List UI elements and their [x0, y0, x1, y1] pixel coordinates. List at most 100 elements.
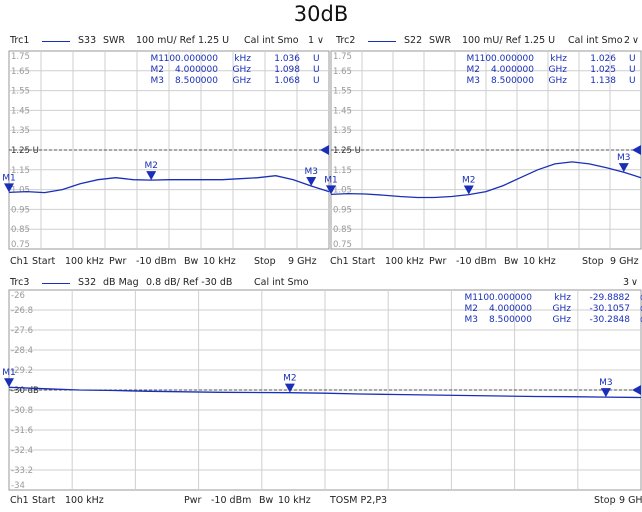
marker-readout-cell: dB — [640, 293, 642, 303]
marker-readout-cell: M2 — [465, 304, 479, 314]
marker-readout-cell: 8.500000 — [175, 76, 218, 86]
bw-label: Bw — [504, 256, 519, 267]
marker-readout-cell: GHz — [549, 76, 568, 86]
marker-readout-cell: 100.000000 — [480, 54, 535, 64]
channel-label: Ch1 — [330, 256, 349, 267]
y-tick-label: 1.25 U — [11, 146, 39, 156]
trace-header: Trc1 S33 SWR 100 mU/ Ref 1.25 U Cal int … — [8, 33, 330, 49]
stop-value[interactable]: 9 GHz — [619, 495, 642, 506]
marker-label: M1 — [2, 368, 16, 378]
channel-number[interactable]: 1 — [308, 35, 315, 46]
y-tick-label: 1.65 — [11, 67, 30, 77]
y-tick-label: -30 dB — [11, 386, 39, 396]
marker-triangle-icon — [463, 185, 474, 195]
scale-label[interactable]: 100 mU/ Ref 1.25 U — [462, 35, 556, 46]
format-label[interactable]: SWR — [103, 35, 126, 46]
trace-panel-s33: Trc1 S33 SWR 100 mU/ Ref 1.25 U Cal int … — [2, 33, 330, 271]
marker-readout-cell: 1.026 — [590, 54, 616, 64]
marker-readout-cell: 4.000000 — [489, 304, 532, 314]
start-label: Start — [32, 256, 56, 267]
marker-readout-cell: U — [313, 76, 320, 86]
marker-triangle-icon — [284, 383, 295, 393]
marker-readout-cell: dB — [640, 304, 642, 314]
marker-readout-cell: M2 — [467, 65, 481, 75]
start-value[interactable]: 100 kHz — [385, 256, 424, 267]
marker-triangle-icon — [306, 177, 317, 187]
scale-label[interactable]: 0.8 dB/ Ref -30 dB — [146, 277, 233, 288]
marker-readout-cell: 1.036 — [274, 54, 300, 64]
marker-readout-cell: GHz — [553, 315, 572, 325]
chevron-down-icon[interactable]: ∨ — [317, 35, 324, 46]
trace-name[interactable]: Trc3 — [10, 277, 30, 288]
marker-readout-cell: U — [313, 65, 320, 75]
marker-readout-cell: 1.138 — [590, 76, 616, 86]
marker-triangle-icon — [146, 171, 157, 181]
marker-readout-cell: -30.2848 — [590, 315, 631, 325]
bw-value[interactable]: 10 kHz — [278, 495, 311, 506]
chevron-down-icon[interactable]: ∨ — [632, 35, 639, 46]
trace-name[interactable]: Trc2 — [336, 35, 356, 46]
marker-triangle-icon — [326, 185, 336, 195]
channel-number[interactable]: 3 — [623, 277, 630, 288]
y-tick-label: 0.95 — [333, 205, 352, 215]
marker-readout-cell: -29.8882 — [590, 293, 630, 303]
channel-footer: Ch1 Start 100 kHz Pwr -10 dBm Bw 10 kHz … — [8, 494, 642, 508]
y-tick-label: -26 — [11, 291, 25, 301]
marker-label: M3 — [599, 378, 613, 388]
y-tick-label: 1.45 — [333, 106, 352, 116]
page-title: 30dB — [293, 2, 349, 26]
cal-label: Cal int Smo — [244, 35, 299, 46]
reference-arrow-icon — [632, 385, 641, 395]
trace-color-swatch — [42, 283, 70, 284]
trace-line — [330, 161, 642, 199]
trace-line — [8, 386, 642, 399]
start-value[interactable]: 100 kHz — [65, 495, 104, 506]
trace-header: Trc2 S22 SWR 100 mU/ Ref 1.25 U Cal int … — [330, 33, 642, 49]
s-parameter[interactable]: S22 — [404, 35, 423, 46]
s-parameter[interactable]: S33 — [78, 35, 97, 46]
trace-panel-s32: Trc3 S32 dB Mag 0.8 dB/ Ref -30 dB Cal i… — [2, 275, 642, 512]
y-tick-label: -33.2 — [11, 466, 33, 476]
y-tick-label: -31.6 — [11, 426, 33, 436]
trace-color-swatch — [42, 41, 70, 42]
reference-arrow-icon — [632, 145, 641, 155]
calibration-ports: TOSM P2,P3 — [330, 495, 388, 506]
format-label[interactable]: SWR — [429, 35, 452, 46]
scale-label[interactable]: 100 mU/ Ref 1.25 U — [136, 35, 230, 46]
pwr-value[interactable]: -10 dBm — [456, 256, 497, 267]
marker-readout-cell: 1.068 — [274, 76, 300, 86]
bw-value[interactable]: 10 kHz — [203, 256, 236, 267]
channel-label: Ch1 — [10, 495, 29, 506]
pwr-value[interactable]: -10 dBm — [211, 495, 252, 506]
pwr-label: Pwr — [429, 256, 447, 267]
trace-line — [8, 175, 330, 194]
y-tick-label: 1.45 — [11, 106, 30, 116]
y-tick-label: 1.55 — [11, 87, 30, 97]
start-value[interactable]: 100 kHz — [65, 256, 104, 267]
y-tick-label: -30.8 — [11, 406, 33, 416]
y-tick-label: 0.75 — [333, 240, 352, 250]
format-label[interactable]: dB Mag — [103, 277, 139, 288]
channel-number[interactable]: 2 — [624, 35, 631, 46]
marker-readout-cell: U — [629, 54, 636, 64]
pwr-value[interactable]: -10 dBm — [136, 256, 177, 267]
bw-label: Bw — [259, 495, 274, 506]
marker-label: M2 — [283, 374, 297, 384]
start-label: Start — [352, 256, 376, 267]
marker-readout-cell: 1.098 — [274, 65, 300, 75]
stop-value[interactable]: 9 GHz — [288, 256, 317, 267]
y-tick-label: -34 — [11, 481, 25, 491]
bw-value[interactable]: 10 kHz — [523, 256, 556, 267]
chevron-down-icon[interactable]: ∨ — [631, 277, 638, 288]
y-tick-label: 1.05 — [333, 186, 352, 196]
marker-readout-cell: U — [313, 54, 320, 64]
marker-readout-cell: dB — [640, 315, 642, 325]
y-tick-label: 1.15 — [11, 166, 30, 176]
marker-triangle-icon — [4, 378, 14, 388]
trace-name[interactable]: Trc1 — [10, 35, 30, 46]
stop-value[interactable]: 9 GHz — [610, 256, 639, 267]
y-tick-label: 1.65 — [333, 67, 352, 77]
start-label: Start — [32, 495, 56, 506]
s-parameter[interactable]: S32 — [78, 277, 97, 288]
channel-footer: Ch1 Start 100 kHz Pwr -10 dBm Bw 10 kHz … — [330, 255, 642, 269]
